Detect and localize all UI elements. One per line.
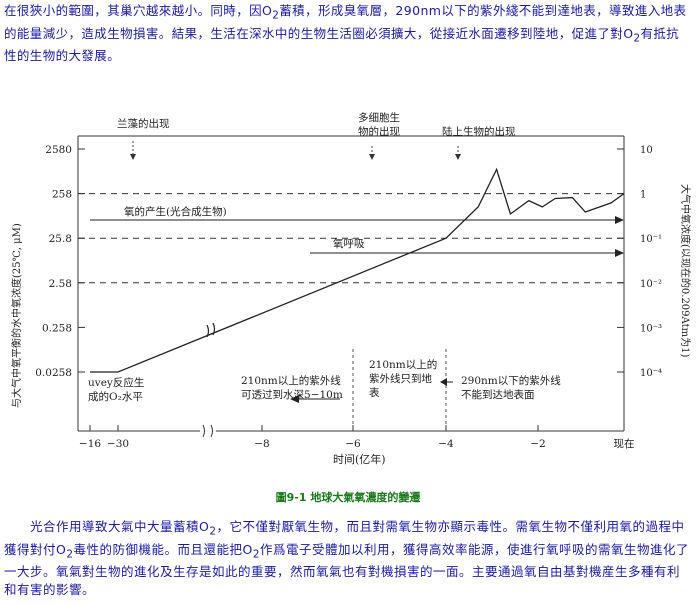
x-axis: −16 −30 −8 −6 −4 −2 现在 [79, 425, 635, 450]
right-tick-label: 1 [640, 190, 646, 201]
bottom-sub-2: 2 [66, 548, 74, 560]
top-text-2: 蓄積，形成臭氧層，290nm以下的紫外綫不能到達地表，導致進入地表的能量減少，造… [4, 3, 687, 41]
label-uv-surface-2: 紫外线只到地 [369, 372, 432, 385]
right-tick-label: 10⁻³ [640, 323, 662, 334]
x-tick-label: 现在 [614, 438, 635, 450]
right-y-axis-title: 大气中氧浓度(以现在的0.209Atm为1) [679, 184, 692, 357]
bottom-sub-1: 2 [209, 525, 217, 538]
bottom-sub-3: 2 [252, 548, 260, 560]
right-tick-label: 10⁻¹ [640, 234, 662, 245]
chart-frame [77, 135, 625, 438]
curve-break-mark [206, 322, 216, 338]
top-sub-1: 2 [272, 9, 280, 22]
label-land-life: 陆上生物的出现 [442, 125, 516, 138]
label-uv-blocked-1: 290nm以下的紫外线 [461, 374, 561, 387]
label-uv-blocked-2: 不能到达地表面 [461, 388, 535, 401]
left-tick-label: 2.58 [49, 278, 72, 290]
oxygen-curve [90, 167, 625, 373]
x-tick-label: −8 [254, 438, 269, 450]
x-tick-label: −2 [530, 438, 545, 450]
label-uv-surface-1: 210nm以上的 [369, 358, 437, 371]
label-uv-surface-3: 表 [369, 386, 380, 399]
process-arrows [90, 216, 624, 403]
label-multicell-2: 物的出现 [358, 125, 400, 138]
left-y-axis: 2580 258 25.8 2.58 0.258 0.0258 [35, 144, 85, 379]
x-tick-label: −4 [438, 438, 454, 450]
label-photosynthesis: 氧的产生(光合成生物) [124, 205, 227, 218]
left-tick-label: 258 [52, 189, 72, 201]
reference-lines [78, 193, 624, 284]
label-uv-level-1: uvey反应生 [88, 376, 144, 389]
label-respiration: 氧呼吸 [333, 237, 365, 250]
bottom-text-3: 毒性的防御機能。而且還能把O [73, 541, 253, 557]
figure-caption: 圖9-1 地球大氣氧濃度的變遷 [275, 491, 421, 504]
bottom-text-2: ，它不僅對厭氧生物，而且對需氧生物亦顯示毒性。需氧生物不僅利用氧的過程中獲得對付… [4, 519, 685, 557]
top-text-3: 有抵抗性的生物的大發展。 [4, 25, 680, 64]
right-tick-label: 10⁻⁴ [640, 368, 662, 379]
left-y-axis-title: 与大气中氧平衡的水中氧浓度(25℃, μM) [10, 223, 23, 408]
label-uv-water-2: 可透过到水深5−10m [241, 388, 343, 401]
right-tick-label: 10⁻² [640, 279, 662, 290]
label-cyanobacteria: 兰藻的出现 [117, 117, 170, 130]
label-multicell-1: 多细胞生 [358, 111, 400, 124]
label-uv-water-1: 210nm以上的紫外线 [241, 374, 341, 387]
left-tick-label: 2580 [45, 144, 72, 156]
left-tick-label: 0.258 [42, 322, 72, 334]
event-markers [130, 141, 461, 160]
x-axis-title: 时间(亿年) [333, 452, 386, 466]
bottom-paragraph: 光合作用導致大氣中大量蓄積O2，它不僅對厭氧生物，而且對需氧生物亦顯示毒性。需氧… [4, 518, 690, 599]
top-sub-2: 2 [633, 32, 641, 44]
left-tick-label: 25.8 [49, 233, 72, 245]
x-tick-label: −16 [79, 438, 101, 450]
bottom-text-4: 作爲電子受體加以利用，獲得高效率能源，使進行氧呼吸的需氧生物進化了一大步。氧氣對… [4, 541, 689, 598]
x-tick-label: −6 [345, 438, 361, 450]
x-tick-label: −30 [107, 438, 129, 450]
right-y-axis: 10 1 10⁻¹ 10⁻² 10⁻³ 10⁻⁴ [617, 145, 662, 379]
top-text-1: 在很狹小的範圍，其巢穴越來越小。同時，因O [4, 3, 273, 18]
right-tick-label: 10 [640, 145, 653, 156]
left-tick-label: 0.0258 [35, 367, 72, 379]
top-paragraph: 在很狹小的範圍，其巢穴越來越小。同時，因O2蓄積，形成臭氧層，290nm以下的紫… [4, 2, 690, 65]
bottom-text-1: 光合作用導致大氣中大量蓄積O [30, 519, 210, 534]
label-uv-level-2: 成的O₂水平 [88, 390, 143, 403]
